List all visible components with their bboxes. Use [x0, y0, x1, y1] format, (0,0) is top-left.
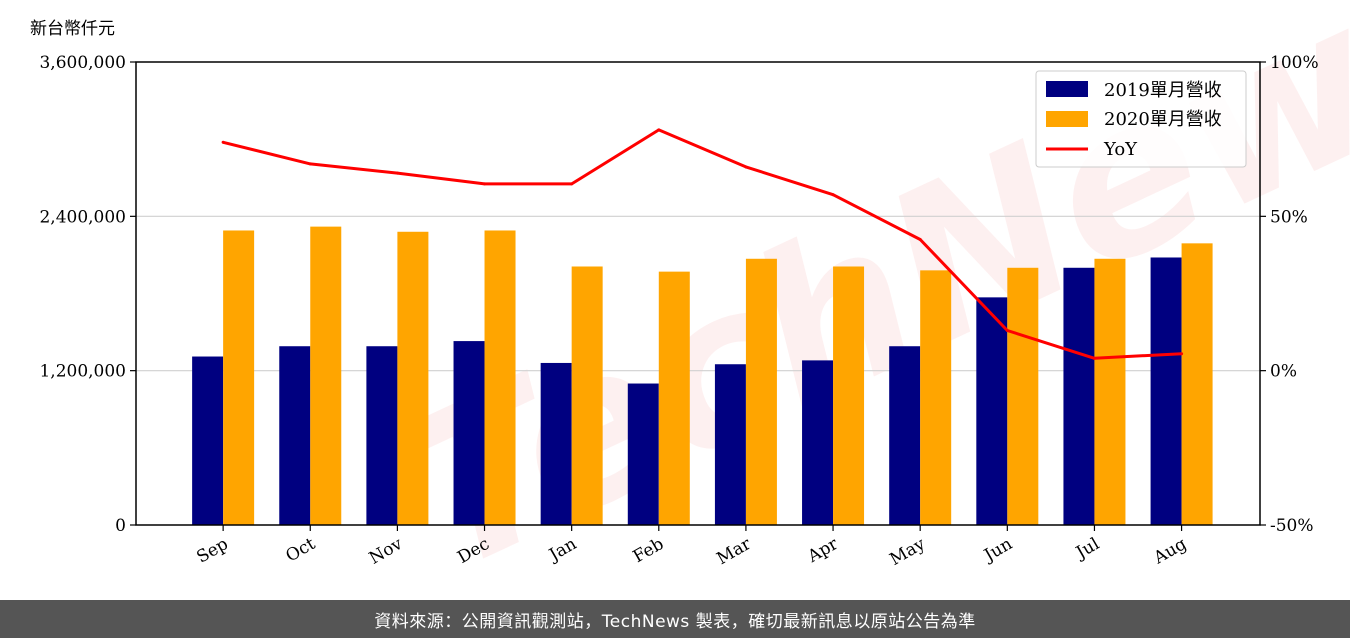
- x-tick-label-mar: Mar: [714, 534, 756, 570]
- legend: 2019單月營收 2020單月營收 YoY: [1035, 70, 1247, 168]
- bar-2019-jan: [540, 362, 572, 525]
- unit-label: 新台幣仟元: [30, 19, 115, 39]
- bar-2020-dec: [484, 230, 516, 525]
- yoy-point-nov: [395, 171, 399, 175]
- yoy-point-apr: [831, 193, 835, 197]
- legend-label-2020: 2020單月營收: [1104, 109, 1222, 130]
- yoy-point-sep: [221, 140, 225, 144]
- yoy-point-feb: [657, 128, 661, 132]
- right-tick-label-0: -50%: [1270, 516, 1314, 536]
- bar-2020-mar: [745, 258, 777, 525]
- x-tick-label-sep: Sep: [193, 534, 231, 568]
- bar-2019-jun: [976, 297, 1008, 525]
- x-tick-label-may: May: [887, 534, 930, 570]
- yoy-line: [222, 128, 1182, 360]
- yoy-point-may: [918, 237, 922, 241]
- yoy-point-jan: [570, 182, 574, 186]
- bar-2020-apr: [833, 266, 865, 525]
- right-tick-label-1: 0%: [1270, 362, 1297, 382]
- legend-label-2019: 2019單月營收: [1104, 80, 1222, 101]
- right-axis: -50% 0% 50% 100%: [1260, 53, 1319, 536]
- x-tick-label-jun: Jun: [979, 534, 1016, 567]
- x-tick-label-nov: Nov: [366, 534, 406, 569]
- bar-2020-may: [920, 270, 952, 525]
- right-tick-label-3: 100%: [1270, 53, 1319, 73]
- legend-frame: [1035, 70, 1247, 168]
- yoy-point-mar: [744, 165, 748, 169]
- left-tick-label-2: 2,400,000: [39, 207, 126, 227]
- yoy-point-jul: [1092, 356, 1096, 360]
- left-tick-label-1: 1,200,000: [39, 362, 126, 382]
- bar-2019-jul: [1063, 267, 1095, 525]
- yoy-point-dec: [483, 182, 487, 186]
- bars: [192, 226, 1213, 525]
- x-tick-label-jul: Jul: [1071, 534, 1103, 564]
- bar-2019-sep: [192, 356, 224, 525]
- legend-label-yoy: YoY: [1103, 139, 1138, 160]
- bar-2020-jul: [1094, 258, 1126, 525]
- x-tick-label-apr: Apr: [804, 534, 843, 568]
- bar-2020-sep: [223, 230, 255, 525]
- x-tick-label-aug: Aug: [1150, 534, 1191, 569]
- plot-frame: [135, 61, 1261, 526]
- bar-2019-may: [889, 346, 921, 525]
- yoy-point-jun: [1005, 329, 1009, 333]
- bar-2019-aug: [1150, 257, 1182, 525]
- bar-2019-apr: [802, 360, 834, 525]
- x-axis: Sep Oct Nov Dec Jan Feb Mar Apr May Jun Jul Aug: [193, 525, 1190, 570]
- legend-swatch-2019: [1046, 81, 1088, 97]
- bar-2020-oct: [310, 226, 342, 525]
- footer-source: 資料來源：公開資訊觀測站，TechNews 製表，確切最新訊息以原站公告為準: [0, 600, 1350, 638]
- left-tick-label-3: 3,600,000: [39, 53, 126, 73]
- bar-2019-nov: [366, 346, 398, 525]
- yoy-point-oct: [308, 162, 312, 166]
- bar-2019-oct: [279, 346, 311, 525]
- bar-2019-feb: [627, 383, 659, 525]
- x-tick-label-oct: Oct: [283, 534, 319, 567]
- bar-2020-feb: [658, 271, 690, 525]
- bar-2020-aug: [1181, 243, 1213, 525]
- bar-2020-jun: [1007, 267, 1039, 525]
- left-axis: 0 1,200,000 2,400,000 3,600,000: [39, 53, 136, 536]
- bar-2020-jan: [571, 266, 603, 525]
- yoy-point-aug: [1180, 352, 1184, 356]
- legend-swatch-2020: [1046, 111, 1088, 127]
- bar-2019-dec: [453, 341, 485, 525]
- yoy-line-layer: [221, 128, 1184, 360]
- left-tick-label-0: 0: [115, 516, 126, 536]
- right-tick-label-2: 50%: [1270, 207, 1308, 227]
- bar-2019-mar: [714, 364, 746, 525]
- bar-2020-nov: [397, 231, 429, 525]
